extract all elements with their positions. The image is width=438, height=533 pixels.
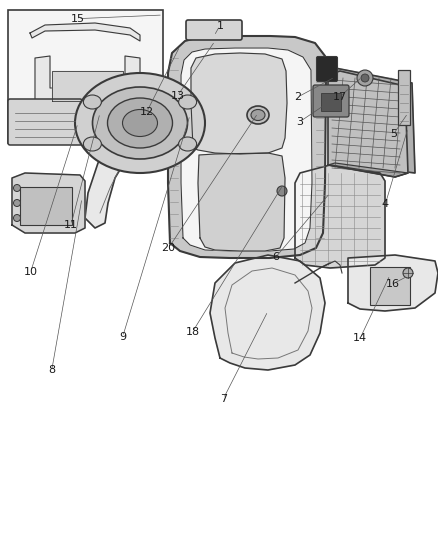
Text: 6: 6 — [272, 252, 279, 262]
Polygon shape — [85, 83, 285, 228]
Text: 16: 16 — [386, 279, 400, 288]
Ellipse shape — [92, 87, 187, 159]
Bar — [321, 93, 341, 111]
Polygon shape — [12, 173, 85, 233]
Ellipse shape — [179, 95, 197, 109]
Text: 8: 8 — [48, 366, 55, 375]
Circle shape — [14, 214, 21, 222]
Circle shape — [403, 268, 413, 278]
Text: 13: 13 — [170, 91, 184, 101]
Polygon shape — [210, 255, 325, 370]
Polygon shape — [35, 56, 140, 103]
Polygon shape — [181, 48, 312, 251]
FancyBboxPatch shape — [8, 99, 82, 145]
Text: 2: 2 — [294, 92, 301, 102]
Polygon shape — [348, 255, 438, 311]
Polygon shape — [191, 53, 287, 154]
Text: 7: 7 — [220, 394, 227, 403]
Polygon shape — [30, 23, 140, 41]
Ellipse shape — [251, 109, 265, 120]
Text: 10: 10 — [24, 267, 38, 277]
Bar — [20, 187, 72, 225]
Ellipse shape — [107, 98, 173, 148]
Ellipse shape — [247, 106, 269, 124]
FancyBboxPatch shape — [313, 85, 349, 117]
Text: 20: 20 — [162, 243, 176, 253]
Text: 3: 3 — [297, 117, 304, 126]
Ellipse shape — [179, 137, 197, 151]
Polygon shape — [335, 68, 415, 173]
Text: 14: 14 — [353, 334, 367, 343]
Text: 18: 18 — [186, 327, 200, 336]
Circle shape — [14, 199, 21, 206]
Text: 11: 11 — [64, 220, 78, 230]
Polygon shape — [295, 165, 385, 268]
Polygon shape — [198, 153, 285, 251]
Polygon shape — [328, 71, 408, 177]
Bar — [398, 70, 410, 125]
Circle shape — [357, 70, 373, 86]
FancyBboxPatch shape — [317, 56, 338, 82]
Ellipse shape — [123, 109, 158, 136]
Text: 1: 1 — [216, 21, 223, 30]
Text: 17: 17 — [332, 92, 346, 102]
Text: 9: 9 — [119, 332, 126, 342]
Text: 12: 12 — [140, 107, 154, 117]
Ellipse shape — [83, 95, 101, 109]
FancyBboxPatch shape — [186, 20, 242, 40]
Polygon shape — [168, 36, 326, 258]
Circle shape — [277, 186, 287, 196]
Bar — [370, 267, 410, 305]
Polygon shape — [328, 163, 408, 177]
Bar — [8, 10, 163, 143]
Text: 15: 15 — [71, 14, 85, 23]
Ellipse shape — [83, 137, 101, 151]
Polygon shape — [52, 71, 123, 101]
Ellipse shape — [75, 73, 205, 173]
Text: 5: 5 — [390, 130, 397, 139]
Circle shape — [14, 184, 21, 191]
Text: 4: 4 — [382, 199, 389, 208]
Circle shape — [361, 74, 369, 82]
